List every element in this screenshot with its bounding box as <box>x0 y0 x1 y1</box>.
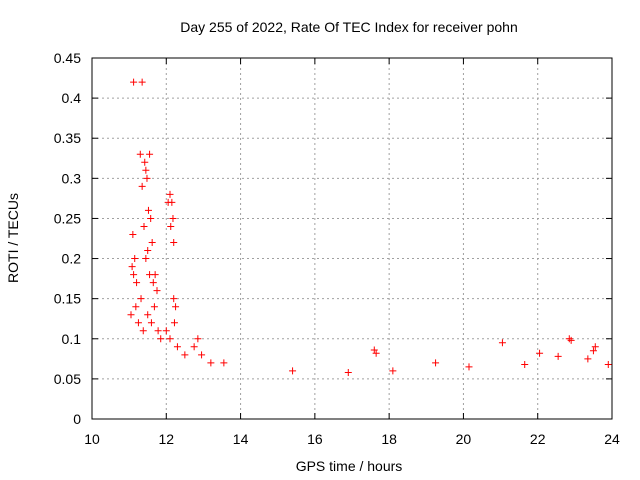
x-tick-label: 10 <box>84 431 100 447</box>
roti-data-point <box>138 182 146 190</box>
roti-data-point <box>154 327 162 335</box>
x-tick-label: 24 <box>604 431 620 447</box>
y-tick-label: 0.2 <box>62 251 82 267</box>
roti-data-point <box>589 347 597 355</box>
y-tick-label: 0.05 <box>54 371 81 387</box>
roti-data-point <box>151 271 159 279</box>
roti-data-point <box>137 295 145 303</box>
roti-data-point <box>170 239 178 247</box>
y-tick-label: 0.4 <box>62 90 82 106</box>
plot-area-border <box>91 57 613 420</box>
roti-data-point <box>190 343 198 351</box>
roti-data-point <box>591 343 599 351</box>
roti-data-point <box>567 336 575 344</box>
roti-data-point <box>142 166 150 174</box>
x-tick-label: 20 <box>456 431 472 447</box>
roti-data-point <box>130 78 138 86</box>
roti-data-point <box>147 319 155 327</box>
roti-data-point <box>149 279 157 287</box>
x-tick-label: 18 <box>381 431 397 447</box>
roti-data-point <box>141 158 149 166</box>
roti-data-point <box>132 303 140 311</box>
roti-data-point <box>144 311 152 319</box>
roti-data-point <box>584 355 592 363</box>
roti-data-point <box>170 319 178 327</box>
roti-data-point <box>148 239 156 247</box>
roti-data-point <box>604 360 612 368</box>
roti-data-point <box>432 359 440 367</box>
roti-data-point <box>133 279 141 287</box>
roti-data-point <box>150 303 158 311</box>
roti-data-point <box>166 335 174 343</box>
roti-data-point <box>130 271 138 279</box>
x-tick-label: 22 <box>530 431 546 447</box>
y-axis-label: ROTI / TECUs <box>5 193 21 283</box>
y-tick-label: 0 <box>73 411 81 427</box>
x-axis-label: GPS time / hours <box>296 458 403 474</box>
roti-data-point <box>138 78 146 86</box>
y-tick-label: 0.1 <box>62 331 82 347</box>
y-tick-label: 0.45 <box>54 50 81 66</box>
roti-data-point <box>170 295 178 303</box>
roti-data-point <box>521 360 529 368</box>
roti-data-point <box>289 367 297 375</box>
roti-data-point <box>127 311 135 319</box>
roti-data-point <box>181 351 189 359</box>
roti-data-point <box>142 255 150 263</box>
roti-data-point <box>144 247 152 255</box>
roti-data-point <box>167 222 175 230</box>
roti-data-point <box>465 363 473 371</box>
roti-data-point <box>157 335 165 343</box>
roti-data-point <box>536 349 544 357</box>
roti-data-point <box>140 222 148 230</box>
roti-data-point <box>147 214 155 222</box>
grid-lines <box>91 57 613 420</box>
roti-data-point <box>565 335 573 343</box>
roti-data-point <box>194 335 202 343</box>
roti-data-point <box>554 352 562 360</box>
roti-data-point <box>198 351 206 359</box>
roti-data-point <box>143 174 151 182</box>
roti-data-point <box>389 367 397 375</box>
roti-data-point <box>220 359 228 367</box>
roti-data-point <box>153 287 161 295</box>
roti-data-point <box>169 214 177 222</box>
roti-data-point <box>372 349 380 357</box>
roti-data-point <box>129 230 137 238</box>
roti-data-point <box>173 343 181 351</box>
roti-data-point <box>207 359 215 367</box>
y-tick-label: 0.3 <box>62 170 82 186</box>
y-tick-label: 0.35 <box>54 130 81 146</box>
roti-data-point <box>162 327 170 335</box>
y-tick-label: 0.15 <box>54 291 81 307</box>
roti-data-point <box>166 190 174 198</box>
roti-data-point <box>134 319 142 327</box>
roti-data-point <box>144 206 152 214</box>
x-tick-label: 14 <box>233 431 249 447</box>
x-tick-label: 12 <box>158 431 174 447</box>
roti-data-point <box>370 346 378 354</box>
roti-data-point <box>136 150 144 158</box>
axis-ticks: 10 12 14 16 18 20 22 24 0 0.05 0.1 0.15 0.2 0.25 0.3 0.… <box>54 50 620 447</box>
roti-data-point <box>344 368 352 376</box>
roti-data-point <box>146 150 154 158</box>
roti-data-point <box>131 255 139 263</box>
x-tick-label: 16 <box>307 431 323 447</box>
roti-data-point <box>498 339 506 347</box>
y-tick-label: 0.25 <box>54 210 81 226</box>
roti-data-point <box>139 327 147 335</box>
roti-data-point <box>168 198 176 206</box>
roti-data-points <box>127 78 612 376</box>
roti-data-point <box>128 263 136 271</box>
chart-title: Day 255 of 2022, Rate Of TEC Index for r… <box>180 19 517 35</box>
roti-data-point <box>172 303 180 311</box>
